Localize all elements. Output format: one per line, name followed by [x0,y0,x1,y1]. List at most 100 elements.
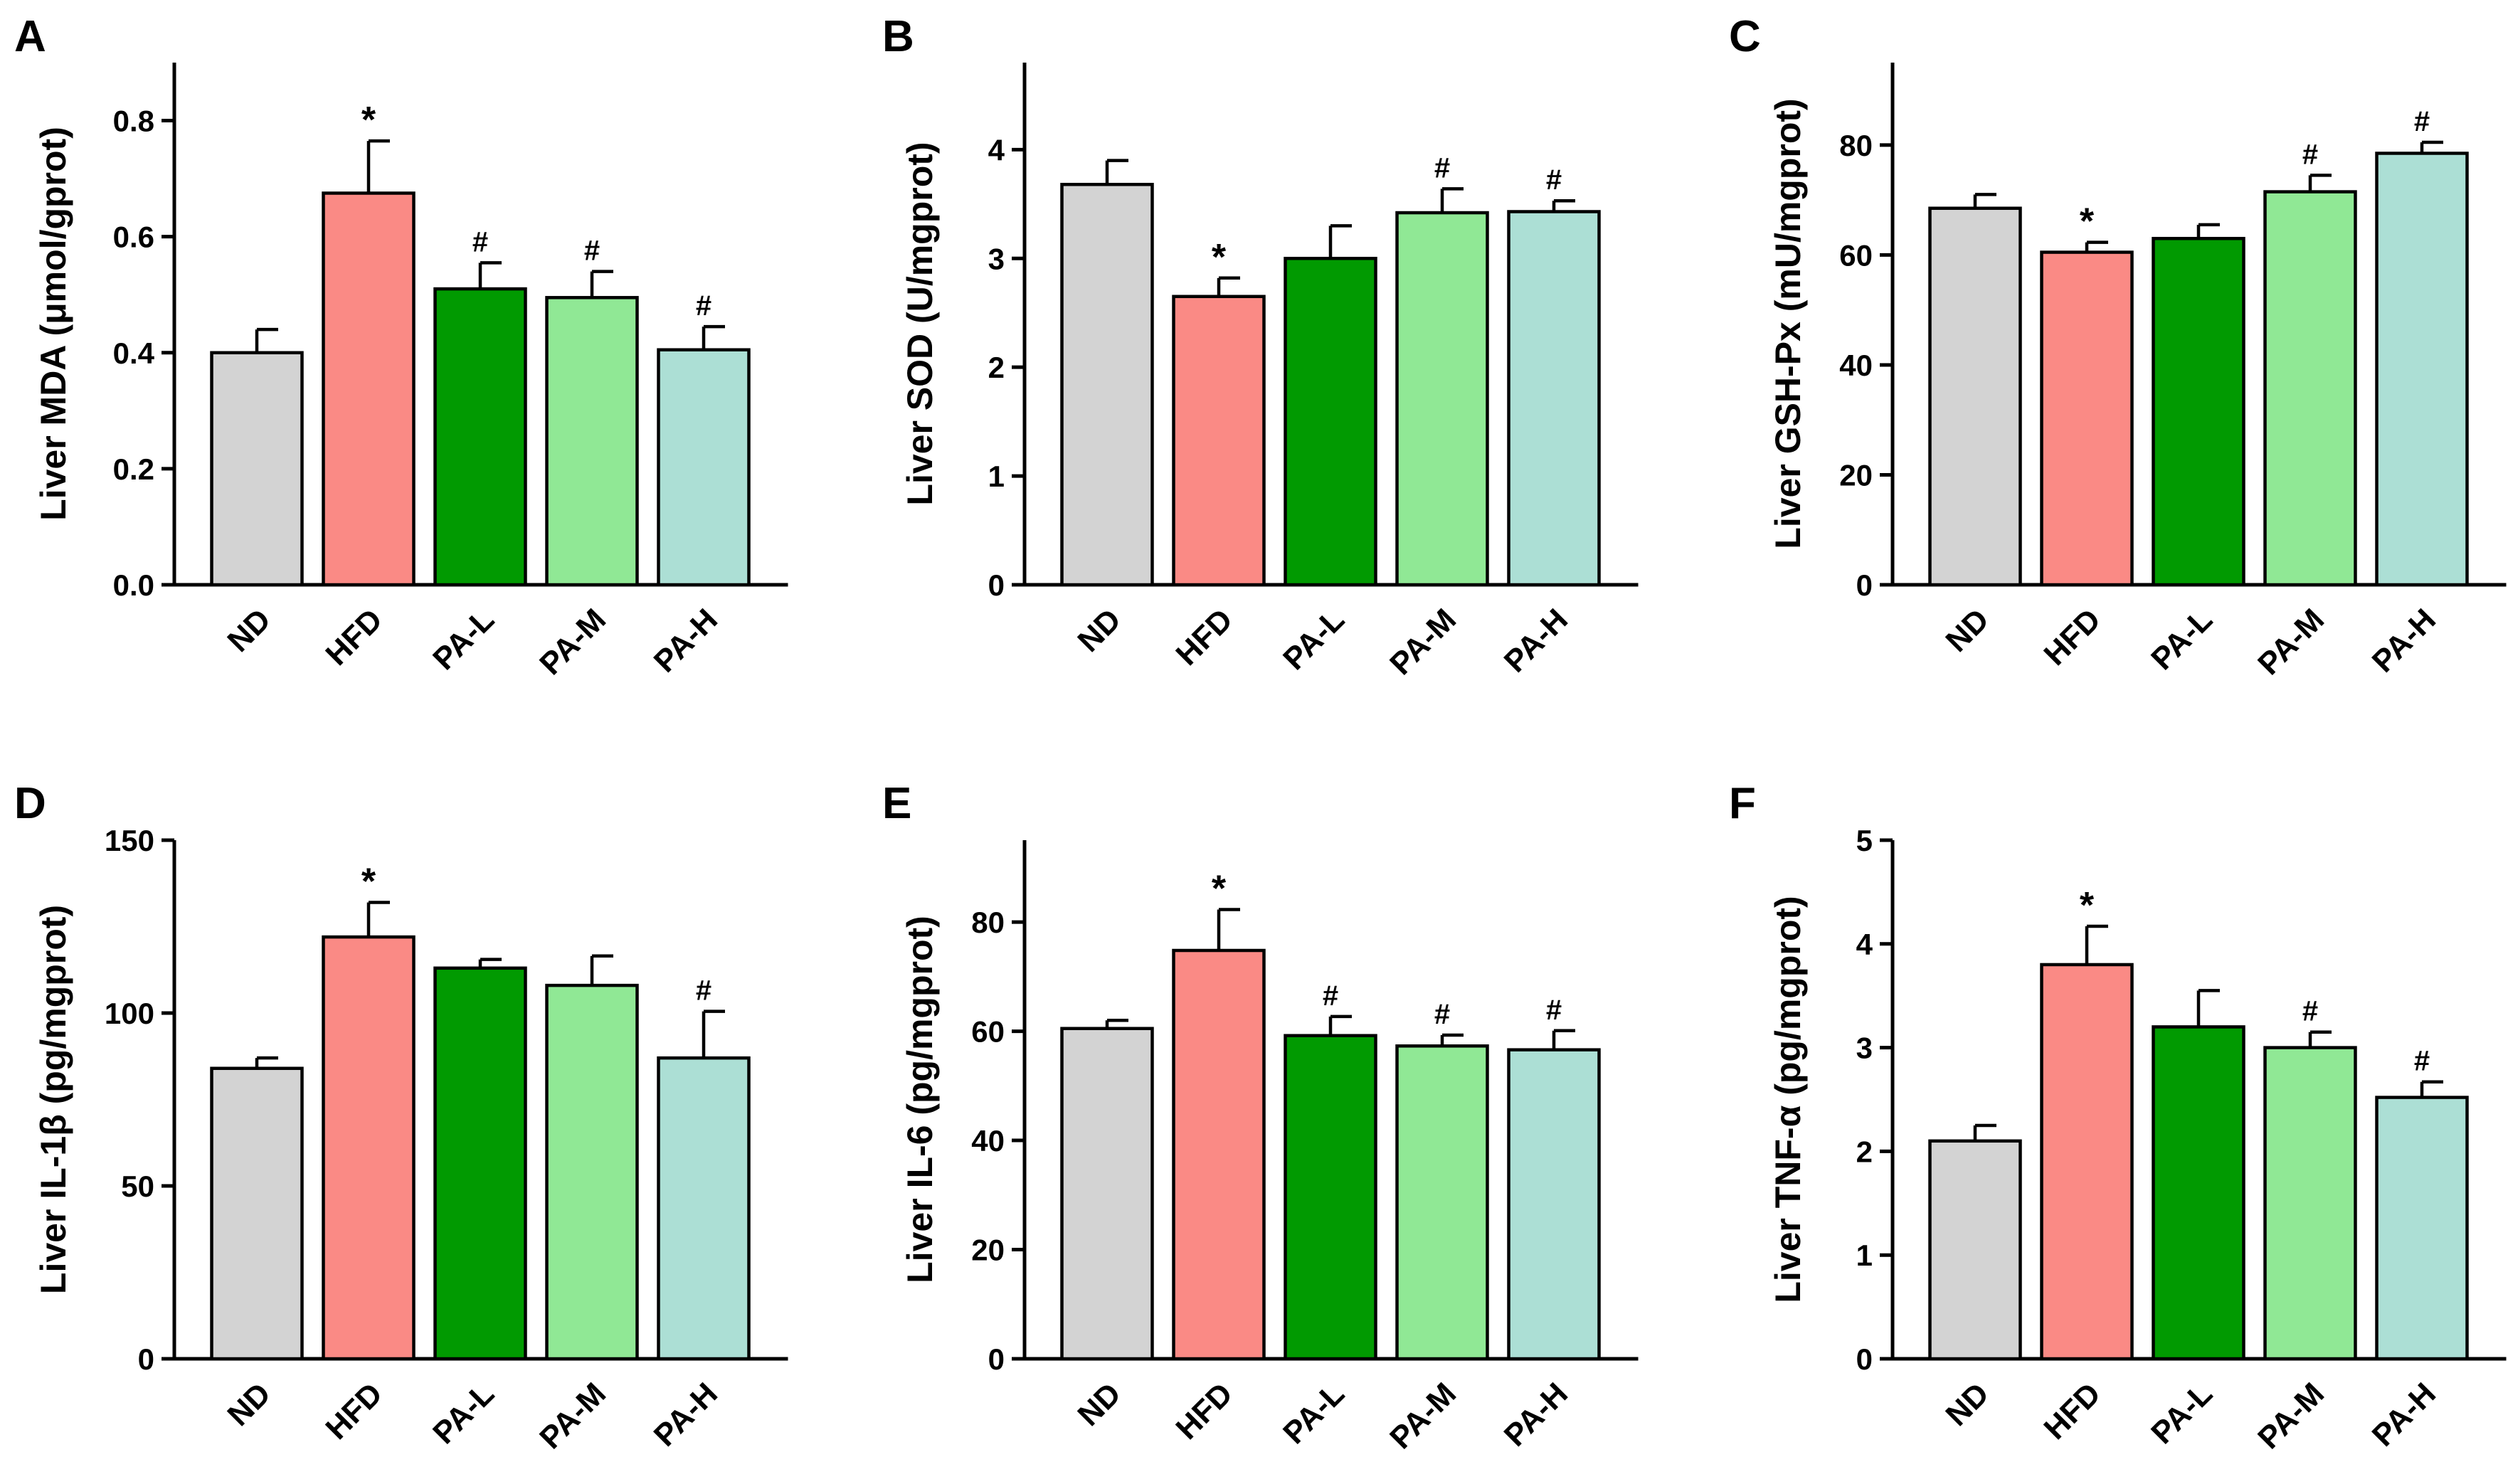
x-tick-label-pa-h: PA-H [1498,1376,1575,1453]
bar-hfd [322,191,416,587]
y-tick-label: 80 [1839,129,1873,162]
x-tick-label-hfd: HFD [319,1376,389,1446]
significance-hfd: * [1212,237,1227,278]
bar-pa-m [2263,190,2357,587]
significance-hfd: * [361,861,376,902]
significance-pa-h: # [696,290,711,322]
bar-pa-m [1395,211,1489,587]
y-tick-label: 0.0 [113,568,154,602]
y-tick-label: 1 [988,460,1005,493]
panel-label: B [882,12,914,61]
y-tick-label: 20 [1839,458,1873,492]
bar-pa-h [2375,1096,2469,1361]
x-tick-label-pa-h: PA-H [2366,1376,2443,1453]
y-tick-label: 0.4 [113,336,155,370]
x-tick-label-hfd: HFD [1169,1376,1239,1446]
x-tick-label-pa-l: PA-L [1276,602,1351,677]
y-tick-label: 0.6 [113,221,154,254]
bar-pa-m [1395,1044,1489,1361]
y-tick-label: 40 [971,1124,1005,1157]
x-tick-label-pa-m: PA-M [2251,602,2331,682]
bar-pa-h [1507,1048,1601,1361]
x-tick-label-nd: ND [1071,1376,1128,1433]
x-tick-label-pa-h: PA-H [647,602,724,679]
y-tick-label: 40 [1839,349,1873,382]
y-axis-label: Liver GSH-Px (mU/mgprot) [1768,98,1808,548]
x-tick-label-hfd: HFD [319,602,389,672]
bar-pa-m [545,983,639,1361]
x-tick-label-nd: ND [1071,602,1128,659]
y-axis-label: Liver IL-1β (pg/mgprot) [33,905,73,1294]
bar-pa-h [2375,152,2469,587]
panel-label: A [14,12,46,61]
y-axis-label: Liver TNF-α (pg/mgprot) [1768,896,1808,1303]
bar-pa-l [1284,257,1377,587]
y-tick-label: 0.2 [113,452,154,486]
panel-label: F [1729,779,1756,828]
significance-pa-h: # [2414,1046,2430,1077]
bar-pa-h [657,1056,751,1361]
y-tick-label: 4 [988,133,1005,166]
panel-e: E Liver IL-6 (pg/mgprot) 0 20 40 60 80 ND * HFD # P… [882,779,1639,1456]
x-tick-label-pa-l: PA-L [2144,602,2219,677]
x-tick-label-pa-h: PA-H [2366,602,2443,679]
y-tick-label: 2 [1856,1135,1873,1168]
panel-a: A Liver MDA (μmol/gprot) 0.0 0.2 0.4 0.6 0.8 ND… [14,12,788,682]
y-axis-label: Liver IL-6 (pg/mgprot) [900,916,940,1283]
panel-label: D [14,779,46,828]
x-tick-label-pa-h: PA-H [1498,602,1575,679]
bar-pa-h [1507,210,1601,587]
x-tick-label-nd: ND [221,1376,277,1433]
y-tick-label: 60 [971,1015,1005,1049]
x-tick-label-pa-m: PA-M [2251,1376,2331,1456]
significance-pa-h: # [2414,106,2430,137]
bar-hfd [322,935,416,1361]
x-tick-label-nd: ND [1939,602,1996,659]
significance-hfd: * [2080,885,2095,926]
bar-hfd [2040,963,2134,1361]
y-tick-label: 0 [988,568,1005,602]
bar-nd [1928,206,2022,587]
significance-pa-h: # [1546,164,1562,196]
y-tick-label: 1 [1856,1239,1873,1272]
panel-f: F Liver TNF-α (pg/mgprot) 0 1 2 3 4 5 ND * HFD PA-L… [1729,779,2507,1456]
bar-nd [1060,183,1154,587]
panel-label: C [1729,12,1761,61]
significance-hfd: * [361,100,376,141]
x-tick-label-pa-l: PA-L [426,602,501,677]
bar-pa-l [2152,236,2245,587]
bar-pa-l [1284,1034,1377,1361]
significance-hfd: * [1212,868,1227,909]
significance-pa-m: # [584,235,600,267]
bar-pa-m [545,296,639,587]
significance-pa-m: # [2302,996,2318,1027]
y-tick-label: 2 [988,351,1005,384]
significance-pa-m: # [1434,152,1450,184]
bar-pa-l [2152,1025,2245,1361]
x-tick-label-pa-l: PA-L [2144,1376,2219,1451]
x-tick-label-pa-m: PA-M [1383,1376,1463,1456]
y-tick-label: 150 [105,824,154,857]
panel-label: E [882,779,911,828]
x-tick-label-pa-h: PA-H [647,1376,724,1453]
x-tick-label-pa-m: PA-M [533,602,613,682]
significance-pa-m: # [2302,139,2318,170]
x-tick-label-hfd: HFD [1169,602,1239,672]
y-tick-label: 0 [1856,568,1873,602]
bar-pa-l [433,287,527,587]
bar-pa-m [2263,1046,2357,1361]
bar-hfd [1172,948,1266,1361]
x-tick-label-pa-l: PA-L [426,1376,501,1451]
x-tick-label-hfd: HFD [2037,602,2107,672]
bar-pa-l [433,966,527,1361]
bar-nd [210,351,304,587]
x-tick-label-nd: ND [1939,1376,1996,1433]
bar-nd [1928,1139,2022,1361]
y-tick-label: 5 [1856,824,1873,857]
x-tick-label-pa-m: PA-M [1383,602,1463,682]
bar-hfd [1172,295,1266,587]
bar-nd [1060,1027,1154,1361]
significance-pa-m: # [1434,999,1450,1030]
x-tick-label-pa-l: PA-L [1276,1376,1351,1451]
